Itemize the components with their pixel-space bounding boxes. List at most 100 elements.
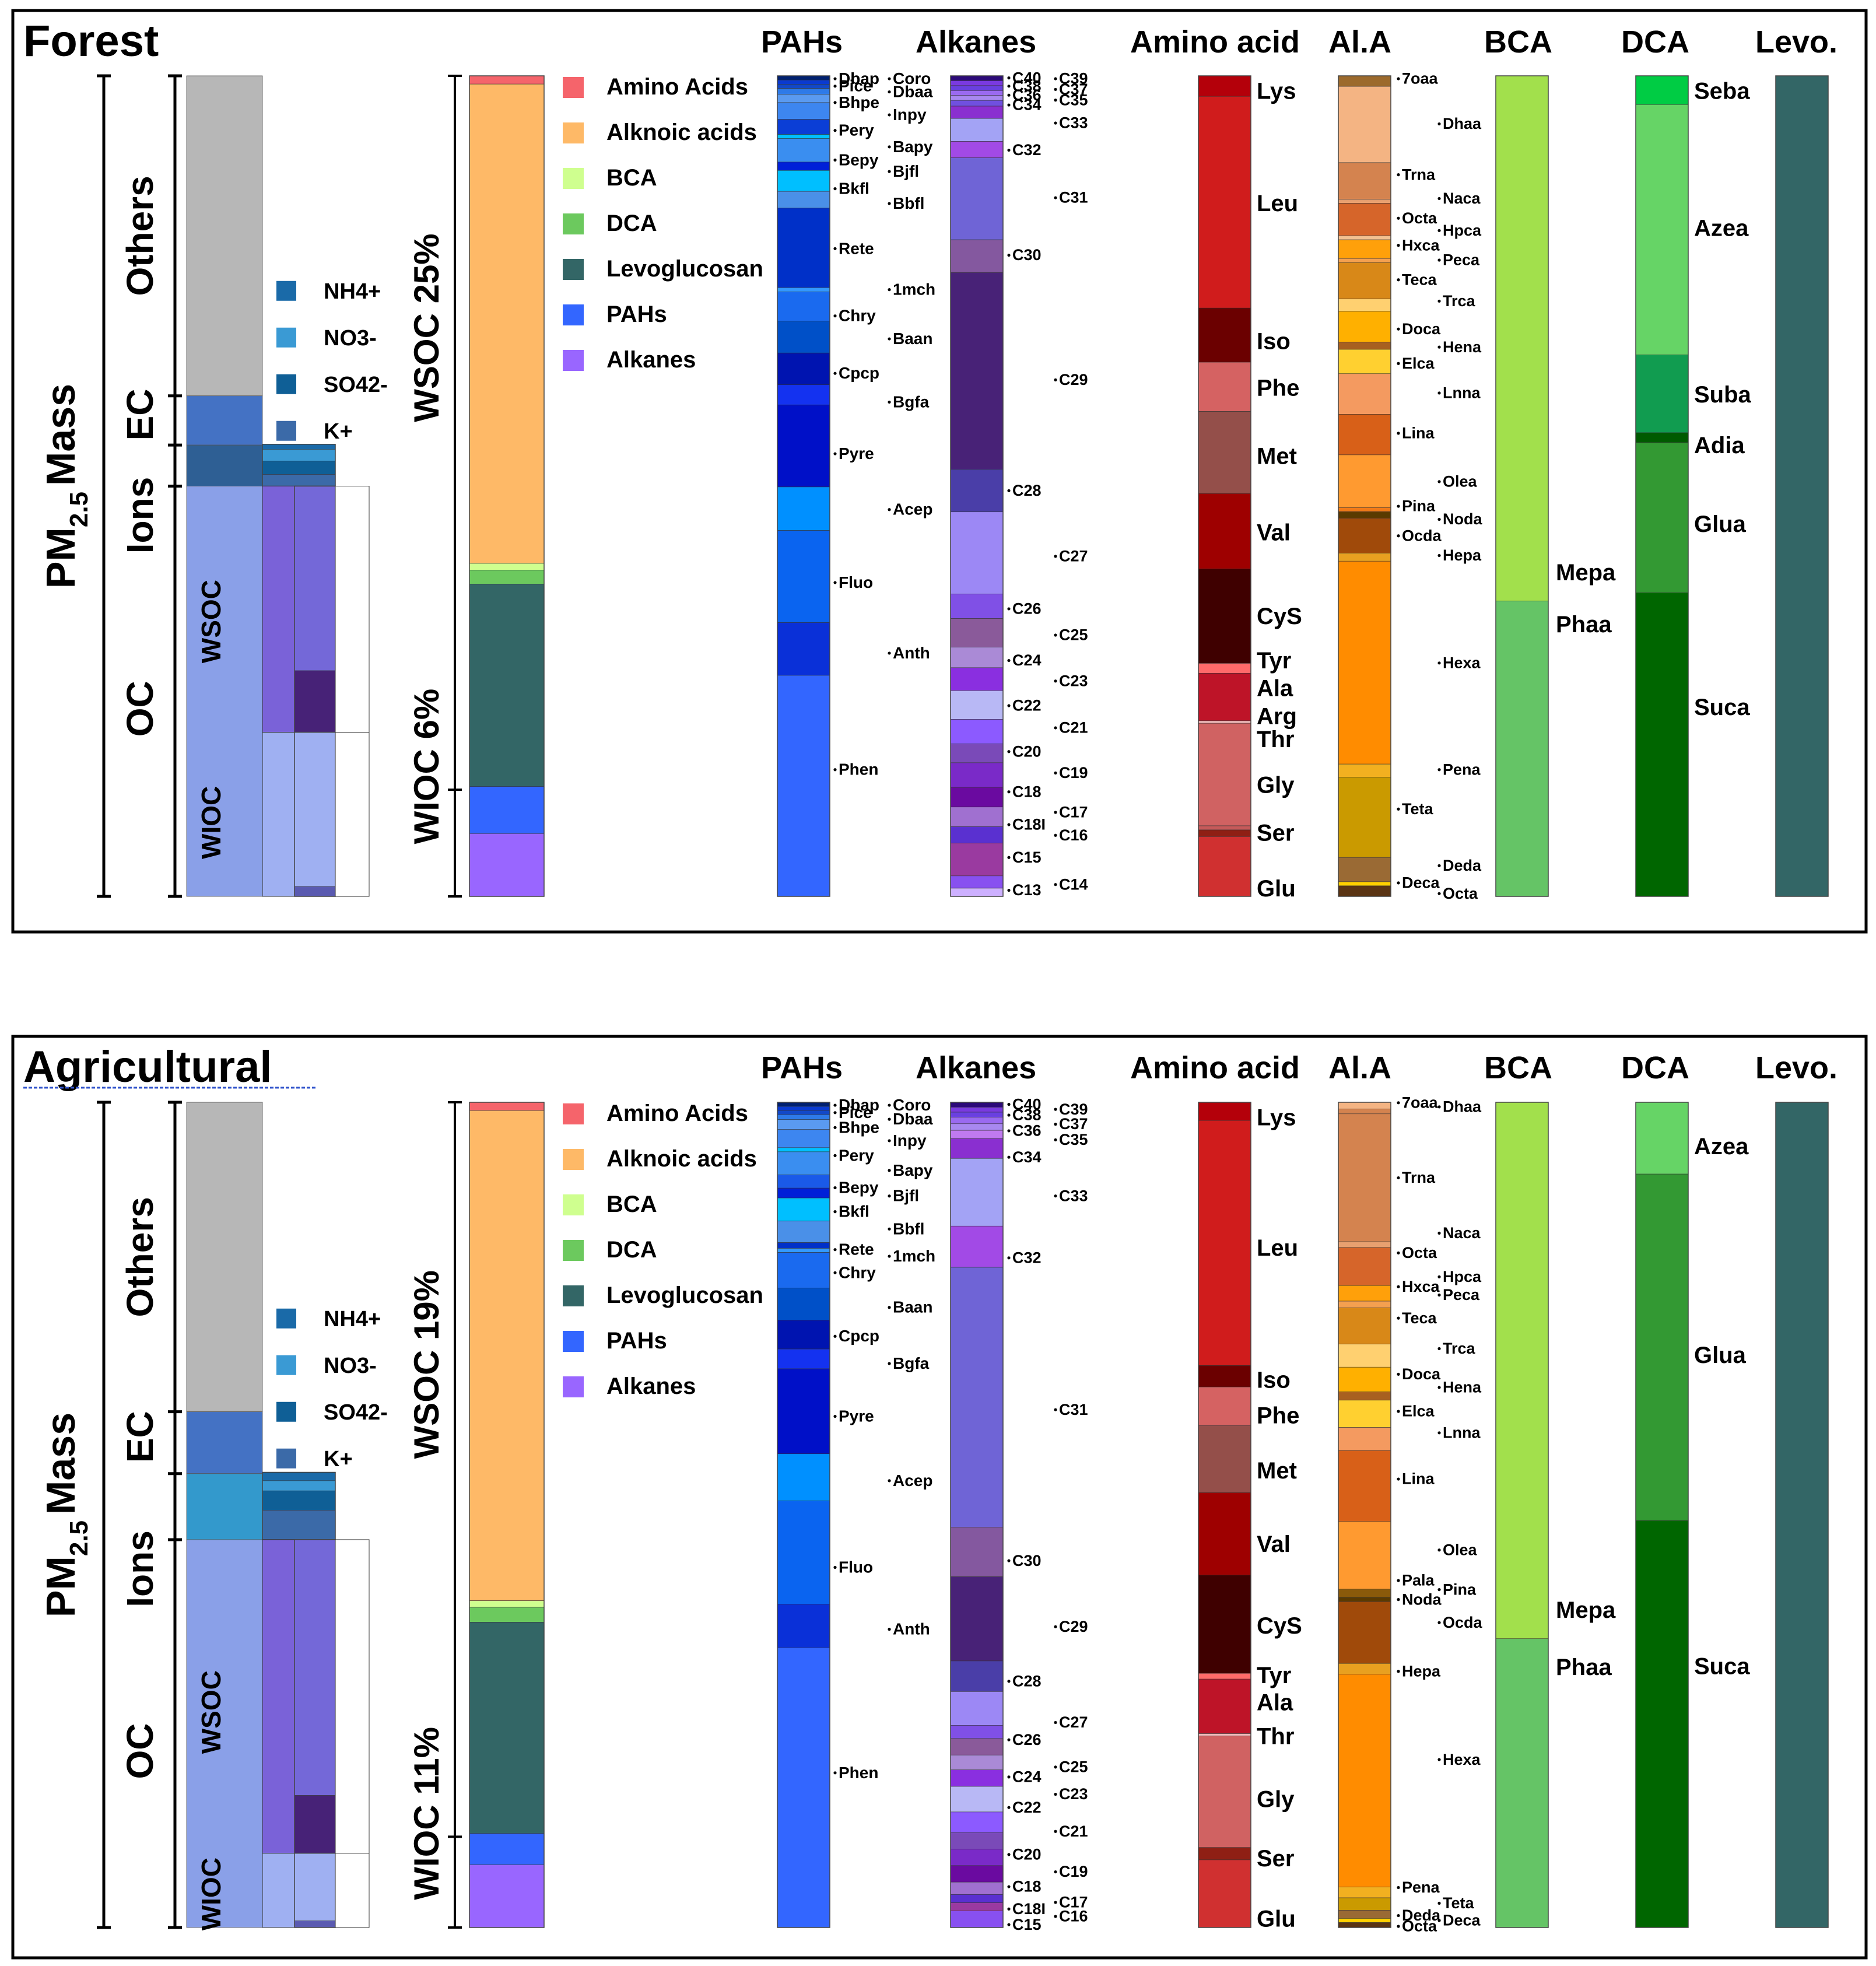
legend-label: Alkanes — [606, 1373, 696, 1399]
ala-label-dot — [1397, 534, 1400, 538]
composition-segment-amino acids — [469, 1102, 545, 1111]
composition-segment-alkanes — [469, 1865, 545, 1928]
ala-segment-deda — [1338, 857, 1391, 882]
label-ions: Ions — [119, 477, 161, 554]
alkanes-right-label-dot — [1054, 1765, 1057, 1769]
ala-label: Doca — [1402, 1365, 1441, 1383]
amino-segment-phe — [1198, 1386, 1251, 1426]
ala-label: Hepa — [1443, 546, 1482, 564]
ala-segment-hena — [1338, 342, 1391, 350]
alkanes-segment-c29 — [950, 1576, 1004, 1662]
alkanes-right-label-dot — [1054, 196, 1057, 199]
alkanes-segment-c23 — [950, 1769, 1004, 1787]
ala-segment-teca — [1338, 262, 1391, 300]
pahs-segment-baan — [777, 321, 830, 353]
ion-legend-label: K+ — [324, 419, 353, 444]
pahs-right-label-dot — [888, 113, 891, 117]
oc-wioc — [262, 732, 295, 897]
alkanes-segment-c34 — [950, 106, 1004, 119]
ala-segment-dhaa — [1338, 86, 1391, 163]
amino-outline — [1198, 75, 1251, 897]
levo-segment-levoglucosan — [1775, 1102, 1829, 1928]
ala-label-dot — [1437, 1347, 1441, 1351]
ala-label-dot — [1437, 661, 1441, 665]
ion-legend-swatch — [276, 281, 296, 301]
pahs-left-label-dot — [833, 1248, 837, 1252]
ala-label-dot — [1437, 229, 1441, 232]
amino-segment-lys-b — [1198, 96, 1251, 309]
amino-segment-met — [1198, 1425, 1251, 1493]
ala-outline — [1338, 1102, 1391, 1928]
ala-segment-olea — [1338, 1521, 1391, 1590]
wioc-split-segment-wioc-identified — [294, 1921, 336, 1928]
alkanes-left-label-dot — [1007, 1129, 1011, 1133]
alkanes-segment-c18 — [950, 1865, 1004, 1883]
alkanes-segment-c19 — [950, 762, 1004, 788]
dca-label: Suba — [1694, 382, 1752, 408]
alkanes-segment-c27 — [950, 1691, 1004, 1726]
pahs-left-label-dot — [833, 1154, 837, 1157]
alkanes-segment-c19 — [950, 1849, 1004, 1866]
pahs-right-label: Inpy — [893, 106, 927, 124]
pahs-left-label-dot — [833, 314, 837, 318]
pahs-left-label-dot — [833, 187, 837, 191]
ion-legend-swatch — [276, 420, 296, 441]
ala-label-dot — [1437, 1588, 1441, 1592]
alkanes-right-label: C23 — [1059, 672, 1088, 689]
pahs-left-label: Cpcp — [839, 364, 879, 382]
ion-legend-label: NH4+ — [324, 1307, 381, 1331]
composition-segment-pahs — [469, 786, 545, 834]
alkanes-segment-c21 — [950, 1811, 1004, 1833]
ala-segment-peca — [1338, 1301, 1391, 1308]
alkanes-segment-c21 — [950, 719, 1004, 744]
pahs-segment-bhpe — [777, 1119, 830, 1130]
legend-swatch — [563, 168, 584, 189]
alkanes-segment-c29 — [950, 272, 1004, 469]
pm-sub: 2.5 — [65, 1520, 93, 1556]
ala-label-dot — [1397, 1251, 1400, 1254]
alkanes-left-label-dot — [1007, 148, 1011, 152]
pahs-right-label: Bgfa — [893, 1354, 930, 1372]
ala-segment-pina — [1338, 507, 1391, 512]
ion-legend-swatch — [276, 1308, 296, 1329]
dca-segment-suca — [1635, 593, 1689, 897]
alkanes-segment-c27 — [950, 511, 1004, 594]
pahs-left-label-dot — [833, 1111, 837, 1115]
pahs-segment-bgfa — [777, 384, 830, 405]
pahs-left-label: Bepy — [839, 1179, 879, 1197]
amino-label: Ser — [1257, 1846, 1295, 1872]
alkanes-segment-c17 — [950, 1894, 1004, 1903]
ala-label: Octa — [1402, 1244, 1437, 1261]
legend-label: Amino Acids — [606, 74, 748, 100]
pahs-right-label-dot — [888, 1139, 891, 1143]
alkanes-right-label: C39 — [1059, 1101, 1088, 1118]
alkanes-right-label: C27 — [1059, 548, 1088, 565]
pahs-left-label: Pyre — [839, 1407, 874, 1425]
amino-segment-glu — [1198, 1859, 1251, 1928]
header-levo: Levo. — [1755, 1050, 1838, 1085]
amino-segment-val — [1198, 1492, 1251, 1576]
ala-label-dot — [1397, 1410, 1400, 1413]
composition-segment-pahs — [469, 1833, 545, 1865]
composition-outline — [469, 75, 545, 897]
alkanes-left-label: C28 — [1012, 482, 1042, 499]
ala-label: Doca — [1402, 320, 1441, 338]
amino-segment-tyr — [1198, 663, 1251, 674]
ions-segment-k+ — [262, 474, 336, 486]
amino-label: Thr — [1257, 727, 1294, 752]
pahs-left-label-dot — [833, 1103, 837, 1107]
alkanes-left-label-dot — [1007, 1738, 1011, 1741]
pahs-left-label: Rete — [839, 1240, 874, 1259]
amino-label: Thr — [1257, 1724, 1294, 1750]
label-wsoc: WSOC — [196, 580, 226, 663]
ala-label-dot — [1397, 173, 1400, 177]
ala-label-dot — [1397, 216, 1400, 220]
alkanes-right-label: C27 — [1059, 1713, 1088, 1731]
header-pahs: PAHs — [761, 24, 843, 59]
alkanes-right-label: C37 — [1059, 80, 1088, 98]
pahs-segment-bjfl — [777, 1187, 830, 1198]
pahs-segment-anth — [777, 1604, 830, 1648]
ala-label-dot — [1397, 1285, 1400, 1288]
comp-label-wioc: WIOC 11% — [407, 1727, 446, 1900]
ala-label-dot — [1397, 1101, 1400, 1105]
